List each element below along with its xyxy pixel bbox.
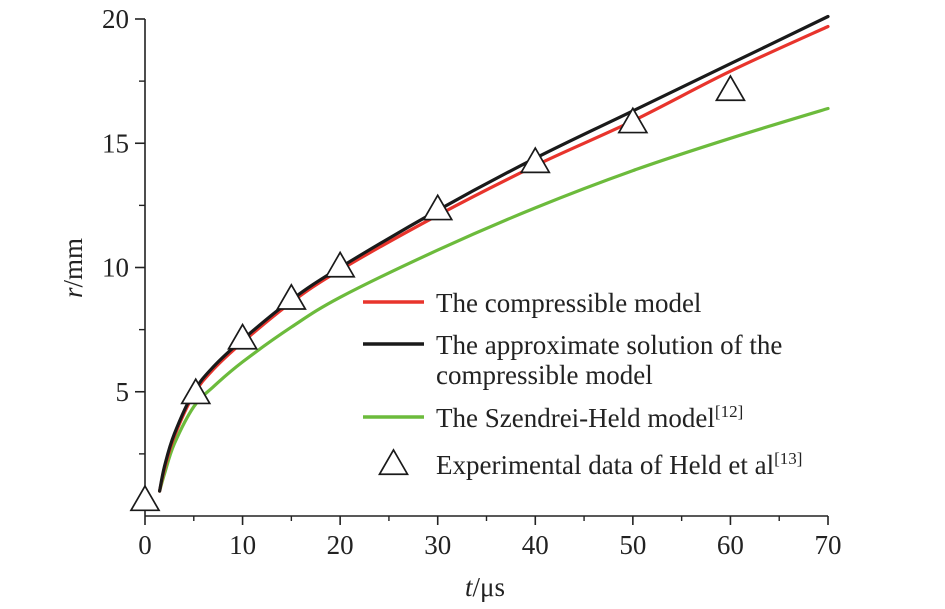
y-axis-unit: /mm xyxy=(58,238,88,288)
legend-label-the-compressible-model: The compressible model xyxy=(436,288,701,318)
y-axis-label: r/mm xyxy=(58,238,88,298)
x-axis-unit: /μs xyxy=(473,572,505,602)
legend-label-text: The compressible model xyxy=(436,288,701,318)
data-point-triangle xyxy=(714,74,746,102)
x-tick-label: 70 xyxy=(815,530,842,560)
data-point-triangle xyxy=(422,193,454,221)
data-point-triangle xyxy=(129,484,161,512)
legend-label-superscript: [12] xyxy=(715,402,743,421)
legend-swatch-experimental-data-of-held-et-al-13 xyxy=(378,448,409,476)
data-point-triangle xyxy=(180,377,212,405)
data-point-triangle xyxy=(275,283,307,310)
y-tick-label: 15 xyxy=(102,128,129,158)
legend-label-text: The Szendrei-Held model xyxy=(436,403,715,433)
series-line-the-szendrei-held-model-12 xyxy=(158,106,830,493)
legend: The compressible model The approximate so… xyxy=(363,288,802,480)
x-tick-label: 60 xyxy=(717,530,744,560)
y-tick-label: 20 xyxy=(102,4,129,34)
markers xyxy=(129,74,746,512)
legend-label-text: compressible model xyxy=(436,360,653,390)
y-tick-label: 5 xyxy=(116,377,130,407)
x-tick-label: 50 xyxy=(619,530,646,560)
x-axis-var: t xyxy=(465,572,474,602)
x-axis-label: t/μs xyxy=(465,572,505,602)
x-tick-label: 20 xyxy=(327,530,354,560)
legend-label-text: The approximate solution of the xyxy=(436,330,782,360)
x-tick-label: 30 xyxy=(424,530,451,560)
ticks: 0 10 20 30 40 50 60 70 5 10 15 20 xyxy=(102,4,842,560)
legend-label-experimental-data-of-held-et-al-13: Experimental data of Held et al[13] xyxy=(436,449,802,480)
y-axis-var: r xyxy=(58,287,88,298)
legend-label-the-approximate-solution-of-the-compressible-model: The approximate solution of the xyxy=(436,330,782,360)
data-point-triangle xyxy=(519,146,551,174)
data-point-triangle xyxy=(227,322,259,350)
legend-label-superscript: [13] xyxy=(774,449,802,468)
data-point-triangle xyxy=(617,106,649,134)
legend-label-the-approximate-solution-of-the-compressible-model: compressible model xyxy=(436,360,653,390)
x-tick-label: 40 xyxy=(522,530,549,560)
x-tick-label: 10 xyxy=(229,530,256,560)
legend-label-text: Experimental data of Held et al xyxy=(436,450,774,480)
data-point-triangle xyxy=(324,250,356,278)
legend-label-the-szendrei-held-model-12: The Szendrei-Held model[12] xyxy=(436,402,743,433)
x-tick-label: 0 xyxy=(138,530,152,560)
y-tick-label: 10 xyxy=(102,253,129,283)
